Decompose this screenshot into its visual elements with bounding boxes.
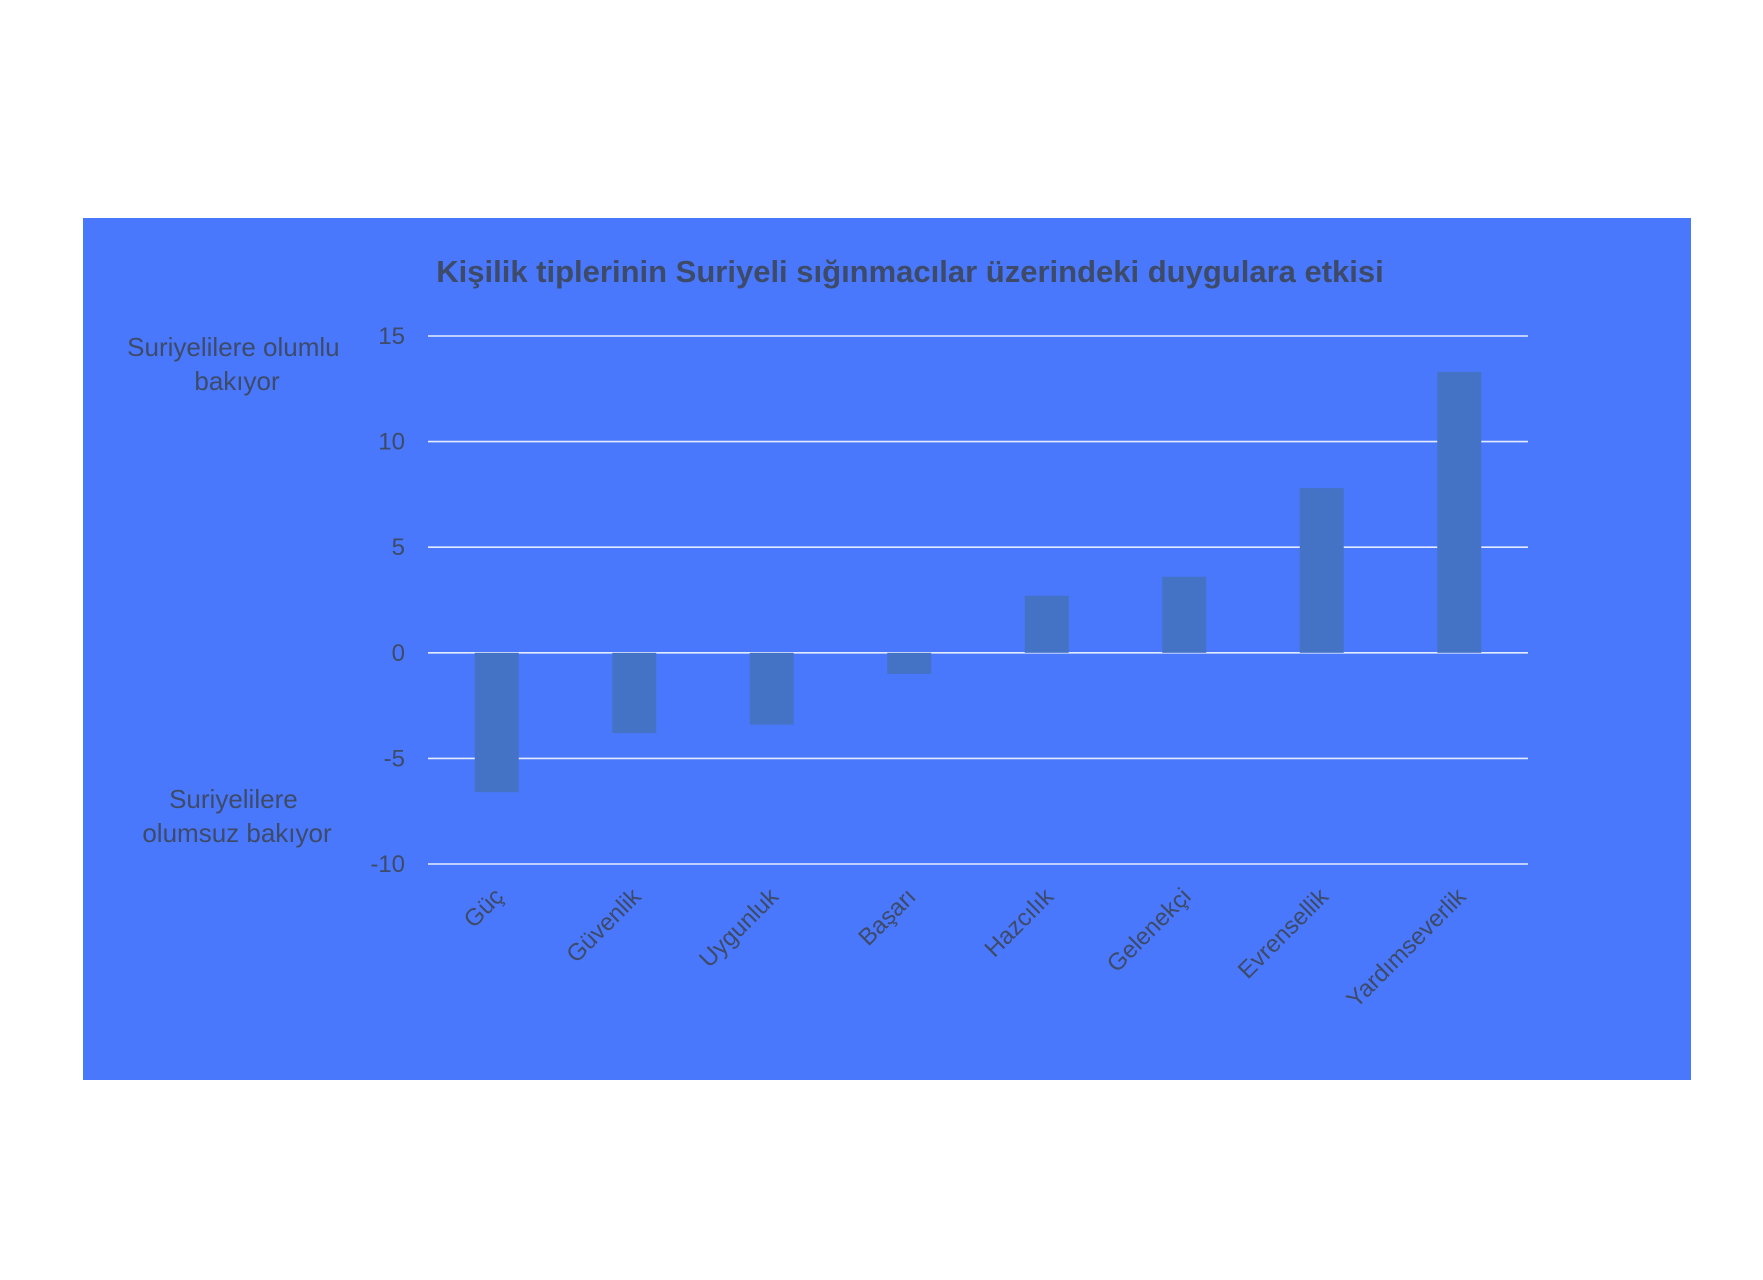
bar [887, 652, 932, 674]
x-category-label: Uygunluk [694, 882, 785, 973]
bar-chart: Kişilik tiplerinin Suriyeli sığınmacılar… [127, 254, 1528, 1013]
y-tick-label: 10 [378, 429, 405, 456]
bar [1299, 488, 1344, 653]
y-axis-ticks: 15 10 5 0 -5 -10 [370, 323, 405, 878]
x-category-label: Gelenekçi [1102, 883, 1197, 978]
bar [749, 652, 794, 725]
x-category-label: Hazcılık [980, 882, 1060, 962]
bar [612, 652, 657, 734]
x-axis-labels: Güç Güvenlik Uygunluk Başarı Hazcılık Gelenek… [459, 882, 1472, 1013]
y-tick-label: -5 [384, 745, 405, 772]
chart-panel: Kişilik tiplerinin Suriyeli sığınmacılar… [83, 218, 1691, 1080]
y-tick-label: -10 [370, 851, 405, 878]
bar [1162, 576, 1207, 653]
x-category-label: Güç [459, 883, 509, 933]
x-category-label: Başarı [853, 883, 921, 951]
chart-title: Kişilik tiplerinin Suriyeli sığınmacılar… [436, 254, 1384, 289]
x-category-label: Evrensellik [1233, 882, 1335, 984]
ylabel-negative: Suriyelilere olumsuz bakıyor [142, 784, 332, 848]
bar [474, 652, 519, 793]
gridlines [428, 335, 1528, 865]
ylabel-positive: Suriyelilere olumlu bakıyor [127, 332, 347, 396]
bar [1437, 371, 1482, 653]
bar [1024, 595, 1069, 653]
x-category-label: Güvenlik [561, 882, 647, 968]
y-tick-label: 0 [392, 640, 405, 667]
bars [474, 371, 1482, 793]
x-category-label: Yardımseverlik [1341, 882, 1472, 1013]
y-tick-label: 15 [378, 323, 405, 350]
y-tick-label: 5 [392, 534, 405, 561]
